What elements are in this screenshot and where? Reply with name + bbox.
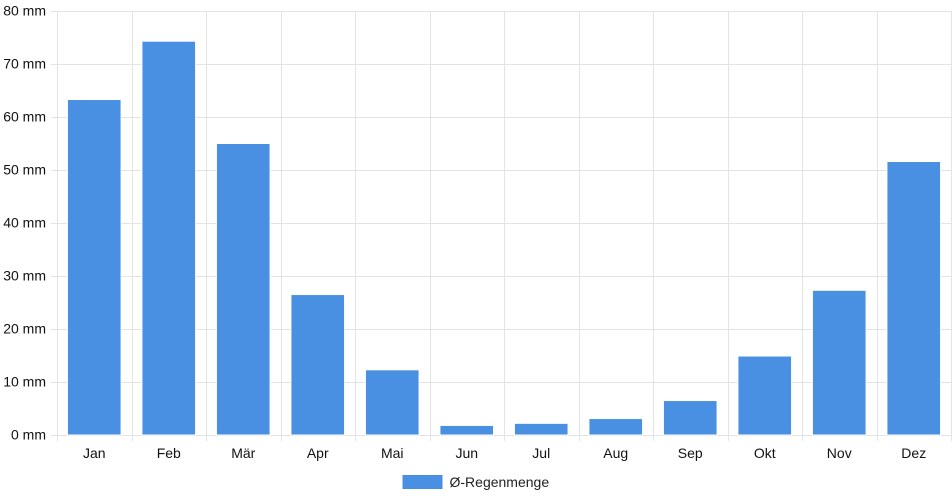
legend-label[interactable]: Ø-Regenmenge (450, 474, 550, 490)
bar-Mär[interactable] (215, 143, 271, 436)
y-tick-label: 30 mm (3, 268, 46, 284)
y-tick-label: 0 mm (11, 427, 46, 443)
bar-Feb[interactable] (141, 40, 197, 436)
bar-Jul[interactable] (513, 422, 569, 436)
x-tick-label: Apr (307, 445, 329, 461)
x-axis-tick-labels: Jan Feb Mär Apr Mai Jun Jul Aug Sep Okt Nov Dez (83, 445, 926, 461)
bar-Nov[interactable] (811, 289, 867, 436)
x-tick-label: Jun (455, 445, 478, 461)
bar-Sep[interactable] (662, 400, 718, 436)
y-tick-label: 20 mm (3, 321, 46, 337)
x-tick-label: Aug (603, 445, 628, 461)
y-tick-label: 60 mm (3, 109, 46, 125)
y-tick-label: 40 mm (3, 215, 46, 231)
bar-Dez[interactable] (886, 161, 942, 436)
bars (66, 40, 942, 436)
bar-Aug[interactable] (588, 418, 644, 436)
x-tick-label: Nov (827, 445, 852, 461)
y-axis-tick-labels: 0 mm 10 mm 20 mm 30 mm 40 mm 50 mm 60 mm 70 mm 8… (3, 3, 46, 443)
x-tick-label: Jul (532, 445, 550, 461)
y-tick-label: 10 mm (3, 374, 46, 390)
x-tick-label: Sep (678, 445, 703, 461)
legend-swatch[interactable] (402, 475, 443, 489)
bar-Apr[interactable] (290, 294, 346, 436)
y-tick-label: 80 mm (3, 3, 46, 19)
legend[interactable]: Ø-Regenmenge (402, 474, 550, 490)
x-tick-label: Feb (157, 445, 181, 461)
x-tick-label: Jan (83, 445, 106, 461)
x-tick-label: Okt (754, 445, 776, 461)
x-tick-label: Mai (381, 445, 404, 461)
bar-Jun[interactable] (439, 424, 495, 436)
x-tick-label: Mär (231, 445, 255, 461)
bar-Mai[interactable] (364, 369, 420, 436)
y-tick-label: 50 mm (3, 162, 46, 178)
y-tick-label: 70 mm (3, 56, 46, 72)
bar-Okt[interactable] (737, 355, 793, 436)
bar-Jan[interactable] (66, 99, 122, 436)
x-tick-label: Dez (901, 445, 926, 461)
